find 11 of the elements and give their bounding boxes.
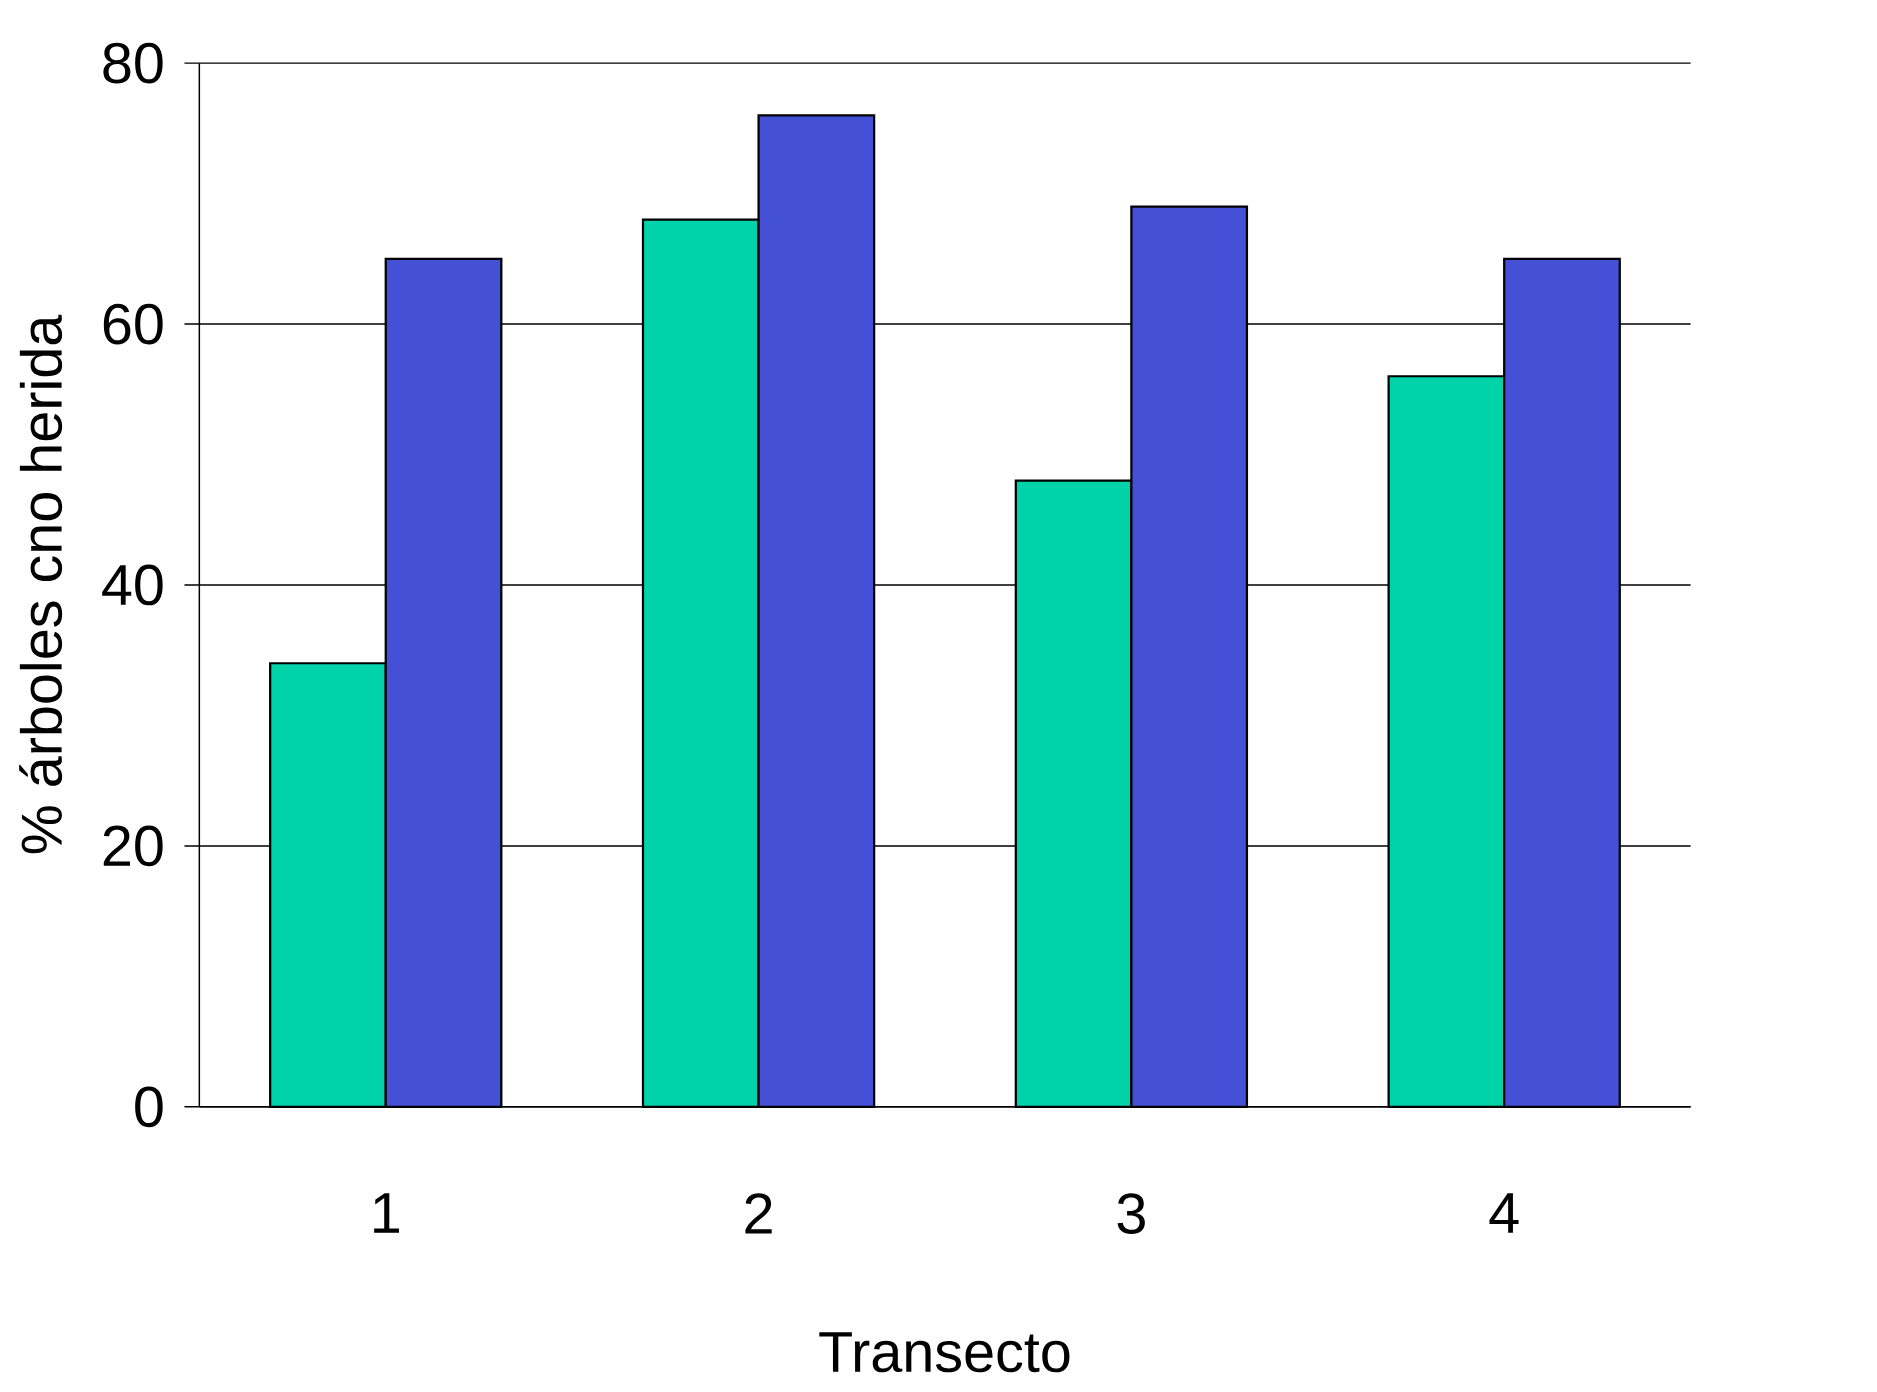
x-tick-label: 2 (745, 1193, 772, 1234)
y-tick-label: 40 (102, 564, 163, 606)
x-tick-label: 3 (1117, 1193, 1145, 1235)
y-tick-label: 60 (103, 303, 163, 345)
y-tick-label: 80 (103, 42, 163, 84)
y-axis-title: % árboles cno herida (19, 314, 63, 854)
x-axis-title: Transecto (819, 1332, 1070, 1373)
x-tick-label: 4 (1489, 1193, 1519, 1234)
x-tick-label: 1 (374, 1193, 399, 1234)
y-tick-label: 20 (103, 825, 163, 867)
y-tick-label: 0 (135, 1086, 163, 1128)
